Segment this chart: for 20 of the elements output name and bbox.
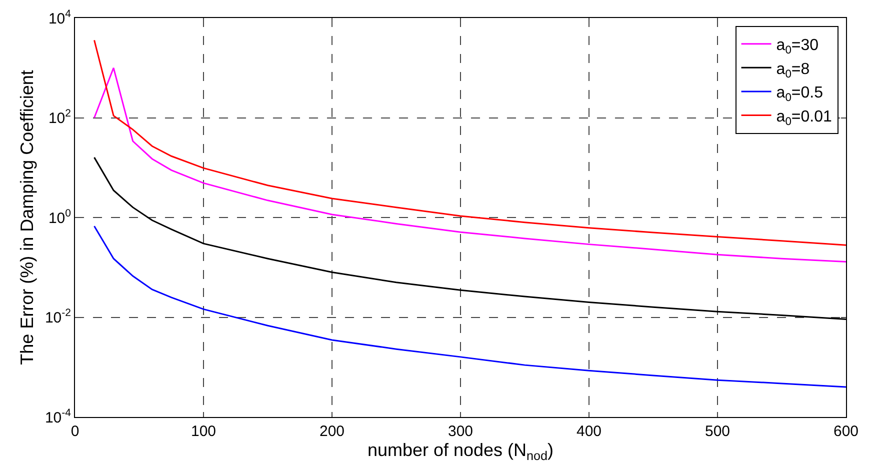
legend-label: a$_{0}$=30 — [776, 37, 819, 56]
line-series — [94, 225, 846, 388]
x-tick-label: 100 — [190, 423, 216, 440]
y-tick-label: 10$^{4}$ — [48, 8, 72, 28]
line-series — [94, 39, 846, 246]
y-tick-label: 10$^{2}$ — [48, 108, 72, 127]
x-tick-label: 600 — [833, 423, 859, 440]
x-tick-label: 500 — [704, 423, 730, 440]
legend-label: a$_{0}$=0.5 — [776, 84, 824, 104]
x-axis-title: number of nodes (N$_{nod}$) — [367, 440, 554, 463]
y-tick-label: 10$^{0}$ — [48, 207, 72, 227]
x-tick-label: 400 — [576, 423, 602, 440]
x-tick-label: 200 — [319, 423, 345, 440]
y-tick-label: 10$^{-4}$ — [44, 406, 72, 426]
legend-label: a$_{0}$=0.01 — [776, 108, 832, 128]
y-tick-label: 10$^{-2}$ — [44, 307, 72, 326]
x-tick-label: 300 — [448, 423, 474, 440]
legend-label: a$_{0}$=8 — [776, 60, 810, 80]
y-axis-title: The Error (%) in Damping Coefficient — [17, 70, 38, 365]
x-tick-label: 0 — [70, 423, 80, 440]
